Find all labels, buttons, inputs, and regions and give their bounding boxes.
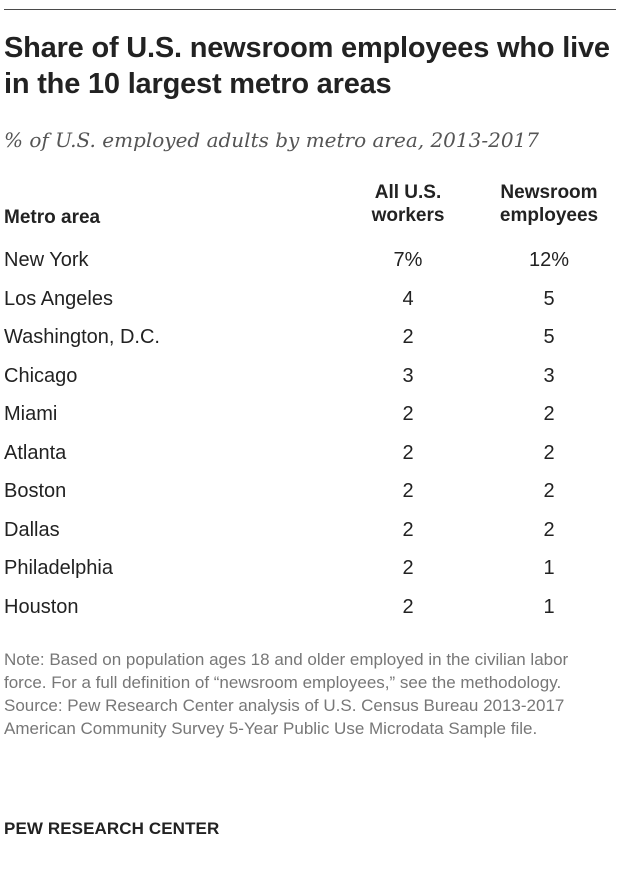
- cell-metro-area: Dallas: [4, 518, 60, 541]
- note-text: Note: Based on population ages 18 and ol…: [4, 650, 569, 692]
- column-header-newsroom: Newsroom employees: [479, 181, 619, 227]
- column-header-newsroom-line1: Newsroom: [500, 182, 598, 203]
- cell-metro-area: Los Angeles: [4, 287, 113, 310]
- cell-all-workers: 7%: [393, 249, 423, 271]
- cell-metro-area: Washington, D.C.: [4, 326, 160, 348]
- table-row: Philadelphia 2 1: [0, 556, 620, 594]
- cell-newsroom-employees: 1: [543, 595, 555, 618]
- cell-all-workers: 2: [402, 403, 414, 425]
- cell-all-workers: 2: [402, 480, 414, 502]
- cell-newsroom-employees: 2: [543, 480, 555, 502]
- column-header-all-workers: All U.S. workers: [338, 181, 478, 227]
- cell-newsroom-employees: 3: [543, 364, 555, 387]
- cell-metro-area: Chicago: [4, 364, 78, 387]
- cell-metro-area: Philadelphia: [4, 557, 113, 579]
- table-row: Los Angeles 4 5: [0, 287, 620, 325]
- cell-newsroom-employees: 5: [543, 287, 555, 310]
- chart-subtitle: % of U.S. employed adults by metro area,…: [4, 128, 540, 152]
- cell-newsroom-employees: 2: [543, 518, 555, 541]
- table-row: Atlanta 2 2: [0, 441, 620, 479]
- cell-all-workers: 4: [402, 287, 414, 310]
- cell-all-workers: 2: [402, 441, 414, 464]
- cell-all-workers: 2: [402, 557, 414, 579]
- brand-footer: PEW RESEARCH CENTER: [4, 819, 220, 838]
- cell-all-workers: 2: [402, 595, 414, 618]
- cell-all-workers: 2: [402, 518, 414, 541]
- chart-title: Share of U.S. newsroom employees who liv…: [4, 32, 610, 100]
- cell-metro-area: Atlanta: [4, 441, 67, 464]
- table-row: Chicago 3 3: [0, 364, 620, 402]
- table-row: New York 7% 12%: [0, 248, 620, 286]
- cell-all-workers: 3: [402, 364, 414, 387]
- cell-newsroom-employees: 12%: [528, 249, 570, 271]
- table-row: Miami 2 2: [0, 402, 620, 440]
- column-header-metro: Metro area: [4, 207, 101, 228]
- cell-metro-area: Miami: [4, 403, 58, 425]
- table-row: Houston 2 1: [0, 595, 620, 633]
- cell-metro-area: Houston: [4, 595, 79, 618]
- column-header-all-workers-line2: workers: [371, 205, 445, 226]
- table-row: Boston 2 2: [0, 479, 620, 517]
- cell-newsroom-employees: 2: [543, 403, 555, 425]
- cell-metro-area: Boston: [4, 480, 67, 502]
- source-text: Source: Pew Research Center analysis of …: [4, 696, 565, 738]
- cell-newsroom-employees: 1: [543, 557, 555, 579]
- cell-all-workers: 2: [402, 326, 414, 348]
- table-row: Washington, D.C. 2 5: [0, 325, 620, 363]
- table-row: Dallas 2 2: [0, 518, 620, 556]
- column-header-all-workers-line1: All U.S.: [374, 182, 442, 203]
- notes: Note: Based on population ages 18 and ol…: [4, 648, 604, 740]
- cell-newsroom-employees: 2: [543, 441, 555, 464]
- cell-metro-area: New York: [4, 249, 89, 271]
- top-rule: [4, 9, 616, 10]
- cell-newsroom-employees: 5: [543, 326, 555, 348]
- column-header-newsroom-line2: employees: [499, 205, 599, 226]
